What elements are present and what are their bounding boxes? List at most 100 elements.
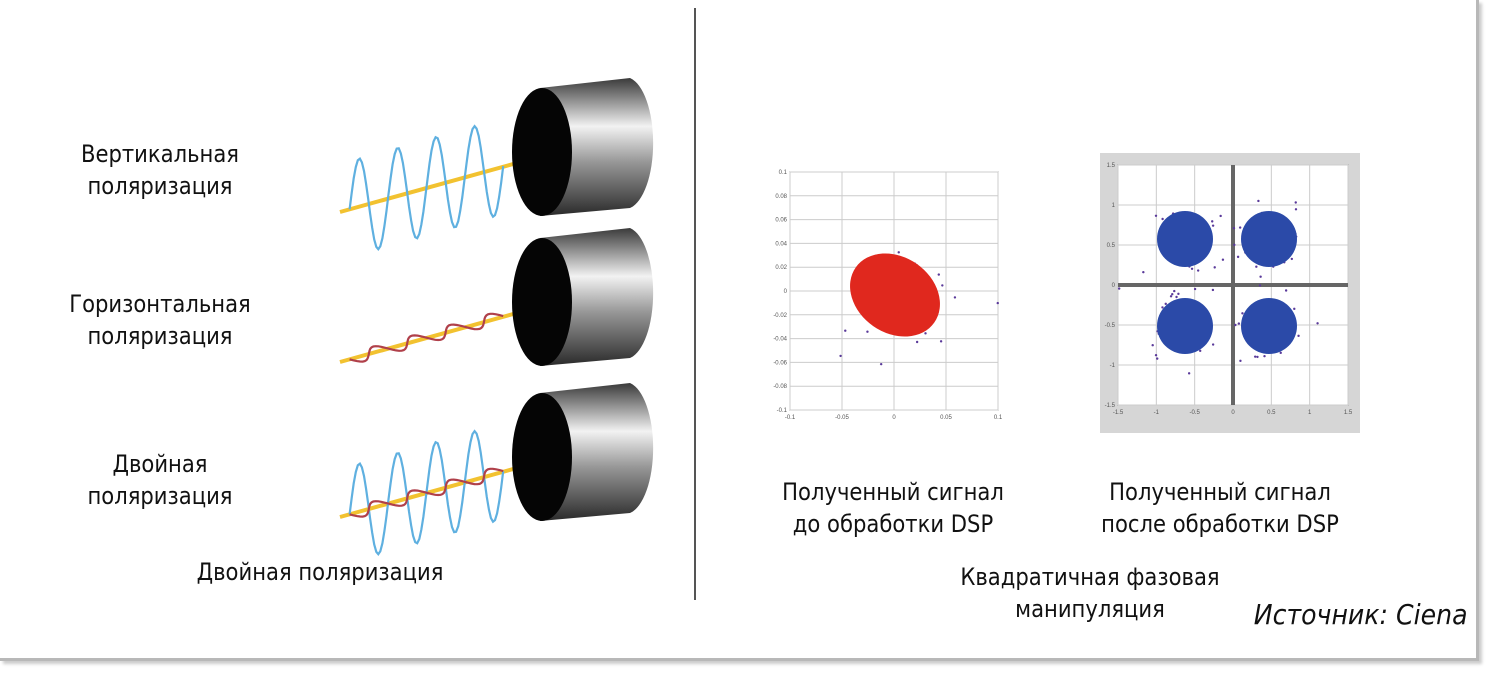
scatter-point [915,340,919,344]
scatter-point [1211,220,1214,223]
scatter-point [939,340,943,343]
scatter-point [1196,269,1200,272]
scatter-point [1294,201,1297,204]
caption-before-dsp: Полученный сигнал до обработки DSP [761,476,1025,540]
scatter-point [941,284,944,287]
scatter-point [1175,295,1178,299]
x-tick-label: -0.05 [835,415,849,421]
label-line: поляризация [87,172,233,200]
y-tick-label: -0.02 [773,313,787,319]
signal-cluster [1241,298,1297,354]
scatter-point [1213,266,1216,269]
label-line: Горизонтальная [69,290,251,318]
scatter-point [1173,289,1176,293]
y-tick-label: 0.02 [775,265,787,271]
scatter-point [1255,265,1258,268]
scatter-point [1293,307,1296,311]
x-tick-label: -0.1 [785,415,796,421]
polarization-row [339,383,654,557]
light-beam [339,159,525,214]
x-tick-label: 0 [892,415,896,421]
scatter-point [1187,372,1191,375]
scatter-point [1156,357,1159,360]
scatter-point [1161,217,1164,221]
y-tick-label: 0.04 [775,241,787,247]
y-tick-label: -1.5 [1105,403,1116,409]
scatter-point [1258,284,1262,287]
x-tick-label: 1 [1308,410,1312,416]
x-tick-label: 1.5 [1344,410,1353,416]
scatter-point [1190,267,1194,270]
light-beam [339,309,525,364]
y-tick-label: 0.08 [775,194,787,200]
scatter-point [1169,295,1173,298]
constellation-before-dsp: -0.1 -0.05 0 0.05 0.1 0.1 0.08 0.06 0.04 0.02 0 -0.… [773,170,1003,421]
signal-cluster [850,253,940,337]
y-tick-label: 0.06 [775,218,787,224]
x-tick-label: 0.5 [1267,410,1276,416]
scatter-point [1294,208,1298,211]
signal-cluster [1241,211,1297,267]
label-vertical: Вертикальная поляризация [54,138,265,202]
scatter-point [1154,353,1158,357]
x-tick-label: -0.5 [1189,410,1200,416]
scatter-point [1257,199,1260,203]
scatter-point [1297,334,1300,338]
scatter-point [839,354,842,358]
horizontal-wave [349,312,504,363]
receiver-face [512,88,572,216]
scatter-point [1234,323,1237,327]
scatter-point [1151,344,1154,347]
scatter-point [1256,355,1259,359]
label-dual: Двойная поляризация [54,448,265,512]
signal-cluster [1157,211,1213,267]
signal-cluster [1157,298,1213,354]
scatter-point [1171,293,1174,296]
constellation-after-dsp: -1.5 -1 -0.5 0 0.5 1 1.5 1.5 1 0.5 0 -0.5 -1 -1.5 [1100,153,1360,433]
y-tick-label: 0.1 [779,170,788,176]
scatter-point [1284,289,1288,292]
label-horizontal: Горизонтальная поляризация [54,288,265,352]
y-tick-label: 0 [784,289,788,295]
scatter-point [1198,349,1202,353]
scatter-point [1154,214,1158,217]
scatter-point [1238,226,1242,229]
caption-line: после обработки DSP [1101,510,1339,538]
light-beam [339,464,525,519]
scatter-point [866,330,869,333]
x-tick-label: 0.1 [994,415,1003,421]
figure-frame [0,0,1479,661]
y-tick-label: 1.5 [1107,163,1116,169]
scatter-point [1142,270,1145,274]
scatter-point [1161,306,1164,309]
scatter-point [1241,312,1244,315]
horizontal-wave [349,467,504,518]
y-tick-label: -0.5 [1105,323,1116,329]
scatter-point [1233,243,1236,247]
y-tick-label: -0.1 [777,408,788,414]
scatter-point [1193,287,1197,291]
y-tick-label: 0.5 [1107,243,1116,249]
x-tick-label: 0.05 [940,415,952,421]
scatter-point [953,296,957,299]
scatter-point [1239,359,1242,363]
scatter-point [1232,226,1236,230]
scatter-point [924,332,927,335]
receiver-face [512,393,572,521]
right-caption: Квадратичная фазовая манипуляция [960,563,1220,623]
caption-line: Полученный сигнал [782,478,1004,506]
scatter-point [897,251,900,254]
caption-after-dsp: Полученный сигнал после обработки DSP [1088,476,1352,540]
scatter-point [1164,302,1167,306]
y-tick-label: -1 [1110,363,1116,369]
caption-line: Полученный сигнал [1109,478,1331,506]
y-tick-label: 0 [1112,283,1116,289]
y-tick-label: 1 [1112,203,1116,209]
y-tick-label: -0.04 [773,337,787,343]
scatter-point [1177,292,1180,296]
y-tick-label: -0.08 [773,384,787,390]
scatter-point [1237,322,1241,325]
scatter-point [1259,275,1262,278]
